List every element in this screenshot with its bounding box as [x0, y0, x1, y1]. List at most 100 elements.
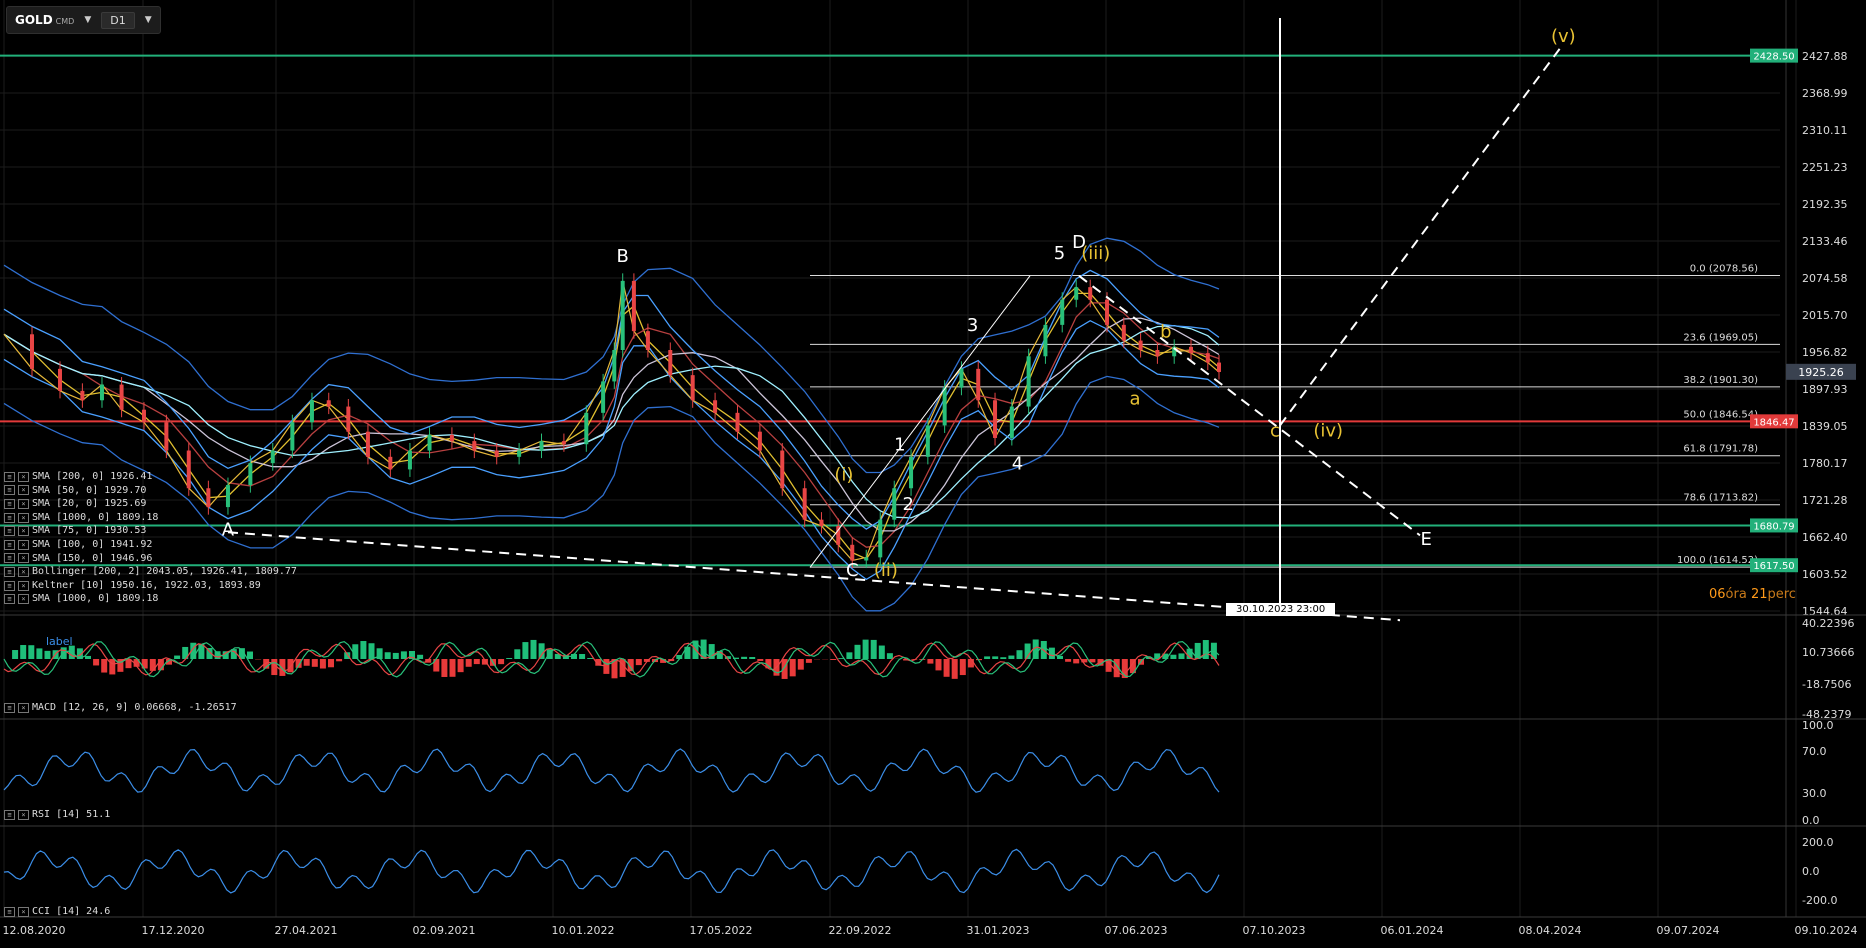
close-icon[interactable]: × — [18, 471, 29, 482]
close-icon[interactable]: × — [18, 594, 29, 605]
macd-histogram-bar — [109, 659, 116, 675]
macd-histogram-bar — [1008, 655, 1015, 659]
last-price-label: 1925.26 — [1798, 366, 1844, 379]
close-icon[interactable]: × — [18, 539, 29, 550]
settings-icon[interactable]: ≡ — [4, 906, 15, 917]
close-icon[interactable]: × — [18, 906, 29, 917]
fib-level-label: 38.2 (1901.30) — [1683, 375, 1758, 386]
macd-histogram-bar — [344, 652, 351, 659]
candle-body — [346, 406, 351, 432]
sma-150-line — [3, 324, 1220, 519]
macd-histogram-bar — [1000, 657, 1007, 659]
macd-histogram-bar — [85, 655, 91, 659]
settings-icon[interactable]: ≡ — [4, 498, 15, 509]
close-icon[interactable]: × — [18, 553, 29, 564]
close-icon[interactable]: × — [18, 485, 29, 496]
settings-icon[interactable]: ≡ — [4, 594, 15, 605]
close-icon[interactable]: × — [18, 566, 29, 577]
macd-histogram-bar — [1073, 659, 1080, 664]
symbol-selector[interactable]: GOLD CMD — [15, 13, 74, 27]
symbol-dropdown-icon[interactable]: ▼ — [84, 15, 92, 25]
legend-item[interactable]: ≡ × SMA [20, 0] 1925.69 — [4, 497, 297, 511]
macd-histogram-bar — [303, 659, 310, 666]
macd-histogram-bar — [538, 643, 545, 659]
bollinger-lower-band — [3, 375, 1220, 612]
x-tick-label: 22.09.2022 — [829, 924, 892, 937]
close-icon[interactable]: × — [18, 498, 29, 509]
legend-item[interactable]: ≡ × SMA [75, 0] 1930.53 — [4, 524, 297, 538]
macd-histogram-bar — [862, 639, 869, 659]
legend-item[interactable]: ≡ × SMA [150, 0] 1946.96 — [4, 552, 297, 566]
settings-icon[interactable]: ≡ — [4, 526, 15, 537]
macd-histogram-bar — [684, 646, 691, 659]
macd-histogram-bar — [765, 659, 772, 669]
legend-item[interactable]: ≡ × SMA [100, 0] 1941.92 — [4, 538, 297, 552]
candle-body — [1155, 350, 1160, 357]
candle-body — [850, 544, 855, 561]
macd-histogram-bar — [967, 659, 974, 668]
macd-histogram-bar — [125, 659, 132, 669]
settings-icon[interactable]: ≡ — [4, 539, 15, 550]
macd-histogram-bar — [878, 645, 885, 659]
macd-inner-label: label — [46, 635, 73, 648]
timeframe-dropdown-icon[interactable]: ▼ — [144, 15, 152, 25]
candle-body — [864, 557, 869, 561]
settings-icon[interactable]: ≡ — [4, 809, 15, 820]
candle-body — [1043, 324, 1048, 357]
legend-item[interactable]: ≡ × SMA [1000, 0] 1809.18 — [4, 511, 297, 525]
candle-body — [601, 381, 606, 413]
close-icon[interactable]: × — [18, 526, 29, 537]
macd-legend[interactable]: ≡ × MACD [12, 26, 9] 0.06668, -1.26517 — [4, 702, 237, 713]
countdown-hours-unit: óra — [1725, 587, 1747, 602]
candle-body — [309, 400, 314, 423]
settings-icon[interactable]: ≡ — [4, 566, 15, 577]
trendline-d-e — [1078, 275, 1421, 537]
legend-item[interactable]: ≡ × SMA [50, 0] 1929.70 — [4, 484, 297, 498]
candle-body — [365, 431, 370, 457]
candle-body — [1074, 287, 1079, 300]
legend-item[interactable]: ≡ × SMA [1000, 0] 1809.18 — [4, 592, 297, 606]
timeframe-selector[interactable]: D1 — [101, 11, 135, 29]
wave-label: 4 — [1012, 453, 1023, 474]
settings-icon[interactable]: ≡ — [4, 553, 15, 564]
close-icon[interactable]: × — [18, 702, 29, 713]
wave-label: E — [1420, 529, 1431, 550]
close-icon[interactable]: × — [18, 809, 29, 820]
macd-histogram-bar — [409, 651, 415, 659]
close-icon[interactable]: × — [18, 580, 29, 591]
cci-legend[interactable]: ≡ × CCI [14] 24.6 — [4, 906, 110, 917]
settings-icon[interactable]: ≡ — [4, 485, 15, 496]
keltner-lower — [3, 319, 1220, 581]
settings-icon[interactable]: ≡ — [4, 580, 15, 591]
macd-legend-text: MACD [12, 26, 9] 0.06668, -1.26517 — [32, 702, 237, 713]
settings-icon[interactable]: ≡ — [4, 471, 15, 482]
macd-histogram-bar — [741, 656, 748, 659]
macd-histogram-bar — [716, 650, 723, 659]
close-icon[interactable]: × — [18, 512, 29, 523]
candle-body — [494, 450, 499, 457]
macd-histogram-bar — [133, 659, 140, 667]
settings-icon[interactable]: ≡ — [4, 702, 15, 713]
legend-item[interactable]: ≡ × SMA [200, 0] 1926.41 — [4, 470, 297, 484]
candle-body — [1172, 346, 1177, 357]
macd-histogram-bar — [781, 659, 788, 679]
rsi-legend[interactable]: ≡ × RSI [14] 51.1 — [4, 809, 110, 820]
legend-item[interactable]: ≡ × Bollinger [200, 2] 2043.05, 1926.41, 1… — [4, 565, 297, 579]
legend-item[interactable]: ≡ × Keltner [10] 1950.16, 1922.03, 1893.89 — [4, 579, 297, 593]
settings-icon[interactable]: ≡ — [4, 512, 15, 523]
macd-histogram-bar — [174, 655, 181, 659]
level-badge — [1750, 558, 1798, 573]
macd-histogram-bar — [230, 649, 237, 659]
candle-body — [713, 400, 718, 413]
candle-body — [976, 368, 981, 401]
rsi-legend-text: RSI [14] 51.1 — [32, 809, 111, 820]
macd-histogram-bar — [530, 639, 537, 659]
macd-histogram-bar — [12, 650, 19, 659]
rsi-line — [3, 748, 1220, 793]
wave-label: B — [617, 246, 629, 267]
macd-line — [3, 640, 1220, 678]
candle-body — [1009, 406, 1014, 438]
countdown-minutes-unit: perc — [1767, 587, 1796, 602]
rsi-tick-label: 30.0 — [1802, 787, 1827, 800]
